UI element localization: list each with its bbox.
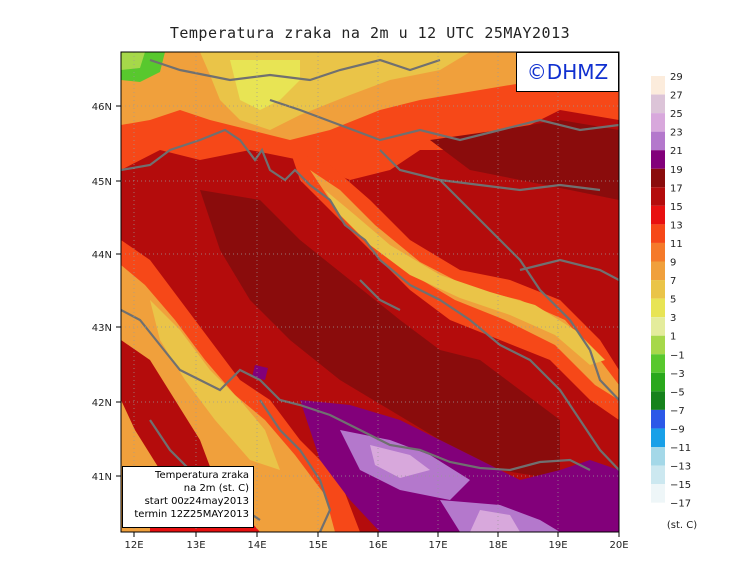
colorbar-level-label: 7 xyxy=(670,276,676,287)
colorbar-level-label: −15 xyxy=(670,480,691,491)
info-box: Temperatura zraka na 2m (st. C) start 00… xyxy=(122,466,254,528)
lat-label: 43N xyxy=(92,323,112,334)
lat-lon-grid xyxy=(121,52,619,532)
colorbar-level-label: 13 xyxy=(670,220,683,231)
colorbar-level-label: 5 xyxy=(670,295,676,306)
colorbar-level-label: 19 xyxy=(670,165,683,176)
colorbar-swatch xyxy=(651,76,665,95)
info-line: termin 12Z25MAY2013 xyxy=(134,509,249,520)
colorbar-level-label: 27 xyxy=(670,91,683,102)
colorbar-level-label: −11 xyxy=(670,443,691,454)
colorbar-level-label: 29 xyxy=(670,72,683,83)
colorbar-level-label: −1 xyxy=(670,350,685,361)
lon-label: 14E xyxy=(247,540,266,551)
colorbar-swatch xyxy=(651,372,665,392)
info-line: na 2m (st. C) xyxy=(183,483,249,494)
colorbar-level-label: −17 xyxy=(670,499,691,510)
colorbar-swatch xyxy=(651,94,665,114)
lon-label: 18E xyxy=(488,540,507,551)
dhmz-logo: ©DHMZ xyxy=(516,52,619,92)
colorbar-swatch xyxy=(651,224,665,243)
lat-label: 46N xyxy=(92,102,112,113)
colorbar-swatch xyxy=(651,391,665,410)
colorbar-level-label: 9 xyxy=(670,258,676,269)
colorbar-level-label: 23 xyxy=(670,128,683,139)
lon-label: 20E xyxy=(609,540,628,551)
colorbar-swatch xyxy=(651,242,665,262)
map-frame xyxy=(120,51,620,533)
colorbar-swatch xyxy=(651,131,665,151)
lat-label: 45N xyxy=(92,177,112,188)
colorbar-swatch xyxy=(651,409,665,429)
colorbar-swatch xyxy=(651,484,665,503)
colorbar-swatch xyxy=(651,335,665,355)
colorbar-level-label: −3 xyxy=(670,369,685,380)
colorbar-level-label: −5 xyxy=(670,387,685,398)
colorbar-swatch xyxy=(651,150,665,169)
lon-label: 17E xyxy=(428,540,447,551)
lon-label: 13E xyxy=(186,540,205,551)
colorbar-swatch xyxy=(651,317,665,336)
colorbar-level-label: −13 xyxy=(670,462,691,473)
colorbar xyxy=(651,76,665,503)
colorbar-swatch xyxy=(651,354,665,373)
lon-label: 15E xyxy=(308,540,327,551)
colorbar-swatch xyxy=(651,113,665,132)
coastlines xyxy=(121,58,619,532)
info-line: start 00z24may2013 xyxy=(144,496,249,507)
temperature-field xyxy=(121,52,619,532)
colorbar-level-label: 3 xyxy=(670,313,676,324)
colorbar-level-label: 25 xyxy=(670,109,683,120)
info-line: Temperatura zraka xyxy=(155,470,249,481)
colorbar-labels: 29 27 25 23 21 19 17 15 13 11 9 7 5 3 1 −1 −3 −5 −7 −9 −11 −1… xyxy=(670,72,691,510)
colorbar-level-label: −9 xyxy=(670,424,685,435)
colorbar-swatch xyxy=(651,280,665,299)
lat-labels: 46N 45N 44N 43N 42N 41N xyxy=(92,102,112,483)
colorbar-level-label: 11 xyxy=(670,239,683,250)
colorbar-unit: (st. C) xyxy=(667,520,697,531)
colorbar-level-label: 21 xyxy=(670,146,683,157)
colorbar-level-label: 17 xyxy=(670,183,683,194)
lat-label: 41N xyxy=(92,472,112,483)
colorbar-level-label: 15 xyxy=(670,202,683,213)
colorbar-swatch xyxy=(651,261,665,281)
colorbar-swatch xyxy=(651,298,665,318)
lat-label: 44N xyxy=(92,250,112,261)
lon-label: 19E xyxy=(548,540,567,551)
colorbar-swatch xyxy=(651,168,665,188)
colorbar-swatch xyxy=(651,465,665,485)
colorbar-level-label: −7 xyxy=(670,406,685,417)
lon-label: 16E xyxy=(368,540,387,551)
colorbar-swatch xyxy=(651,428,665,447)
colorbar-swatch xyxy=(651,187,665,206)
map-title: Temperatura zraka na 2m u 12 UTC 25MAY20… xyxy=(169,24,571,42)
colorbar-swatch xyxy=(651,205,665,225)
lon-labels: 12E 13E 14E 15E 16E 17E 18E 19E 20E xyxy=(124,540,628,551)
axis-ticks xyxy=(116,105,620,537)
colorbar-level-label: 1 xyxy=(670,332,676,343)
colorbar-swatch xyxy=(651,447,665,466)
lat-label: 42N xyxy=(92,398,112,409)
lon-label: 12E xyxy=(124,540,143,551)
